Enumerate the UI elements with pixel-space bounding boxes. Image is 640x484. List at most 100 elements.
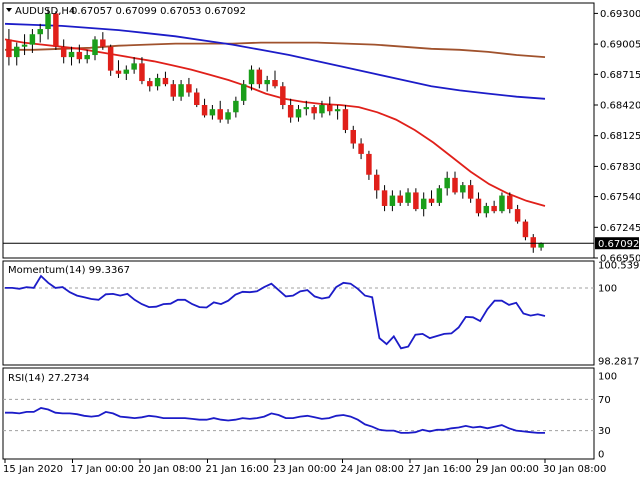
candle — [538, 242, 544, 251]
candle — [413, 188, 419, 212]
candle-body — [334, 109, 341, 112]
candle-body — [115, 70, 122, 74]
rsi-panel-frame — [2, 367, 595, 460]
candle-body — [381, 190, 388, 206]
candle-body — [178, 84, 184, 97]
candle — [303, 100, 310, 116]
time-tick-label: 21 Jan 16:00 — [206, 464, 269, 475]
price-tick-label: 0.68125 — [600, 131, 640, 142]
candle-body — [530, 237, 536, 248]
candle-body — [37, 29, 43, 35]
time-tick-label: 17 Jan 00:00 — [71, 464, 134, 475]
candle — [256, 67, 263, 89]
current-price-box — [595, 237, 639, 250]
candle-body — [460, 185, 466, 193]
candle — [522, 219, 529, 241]
candle-body — [366, 153, 372, 175]
candle-body — [350, 129, 356, 144]
rsi-line — [5, 407, 545, 434]
candle — [342, 105, 349, 134]
candle — [60, 39, 67, 64]
ma-mid-line — [4, 22, 546, 100]
candle — [280, 82, 286, 110]
time-axis: 15 Jan 2020 17 Jan 00:00 20 Jan 08:00 21 Ja… — [3, 459, 606, 475]
candle-body — [68, 51, 75, 58]
candle — [311, 105, 317, 120]
candle-body — [256, 69, 263, 85]
candle — [209, 105, 216, 120]
candle-body — [225, 112, 231, 120]
candle — [68, 46, 75, 66]
candle-body — [194, 92, 200, 105]
candle — [436, 185, 443, 206]
candle — [264, 75, 270, 92]
candle — [131, 57, 137, 74]
candle — [178, 80, 184, 101]
candle — [76, 44, 83, 64]
candle-body — [342, 109, 349, 130]
main-panel-frame — [2, 2, 595, 259]
candle — [272, 70, 278, 89]
candle-body — [209, 109, 216, 116]
candle — [84, 49, 90, 64]
candle — [460, 182, 466, 199]
candle — [123, 65, 130, 81]
rsi-label: RSI(14) 27.2734 — [8, 373, 89, 384]
candle-body — [538, 243, 544, 248]
candle-body — [452, 177, 458, 193]
candle-body — [358, 143, 364, 154]
candle — [217, 100, 223, 123]
candle-body — [107, 46, 114, 71]
candle-body — [436, 188, 443, 203]
candle-body — [319, 105, 325, 114]
candle-body — [280, 86, 286, 105]
candle-body — [475, 198, 482, 214]
candle-body — [147, 81, 153, 87]
candle — [444, 171, 450, 196]
candle — [319, 100, 325, 118]
candle — [92, 36, 98, 61]
dropdown-triangle-icon[interactable] — [6, 8, 12, 12]
candle — [154, 73, 161, 91]
candle — [499, 192, 505, 214]
momentum-tick-label: 100.5396 — [598, 261, 640, 272]
candle — [374, 169, 380, 199]
candle — [350, 125, 356, 149]
candle-body — [21, 44, 28, 47]
time-tick-label: 20 Jan 08:00 — [138, 464, 201, 475]
rsi-tick-label: 70 — [598, 395, 611, 406]
price-tick-label: 0.67245 — [600, 223, 640, 234]
candle — [37, 23, 43, 43]
candle — [53, 11, 59, 50]
candle-body — [29, 34, 36, 45]
candle-body — [507, 195, 513, 210]
momentum-tick-label: 100 — [598, 283, 617, 294]
candle-body — [240, 84, 247, 101]
candle-body — [491, 205, 497, 212]
candle-body — [248, 69, 255, 85]
price-tick-label: 0.68420 — [600, 101, 640, 112]
candle-body — [131, 63, 137, 70]
candle-body — [428, 198, 435, 203]
price-axis: 0.69300 0.69005 0.68715 0.68420 0.68125 0.678… — [594, 9, 640, 265]
candle — [334, 105, 341, 120]
candle-body — [170, 84, 176, 97]
candle-body — [60, 46, 67, 58]
candle — [491, 200, 497, 214]
candle-body — [303, 107, 310, 110]
candle-body — [201, 105, 208, 116]
candle-body — [186, 84, 192, 93]
current-price-label: 0.67092 — [598, 239, 639, 250]
momentum-panel-frame — [2, 260, 595, 366]
candle — [186, 77, 192, 97]
price-tick-label: 0.69005 — [600, 40, 640, 51]
candle-body — [162, 77, 169, 85]
candle-body — [264, 80, 270, 85]
candle-body — [413, 192, 419, 210]
candle-body — [84, 55, 90, 60]
candle — [107, 44, 114, 76]
candle — [29, 29, 36, 53]
price-tick-label: 0.67540 — [600, 192, 640, 203]
